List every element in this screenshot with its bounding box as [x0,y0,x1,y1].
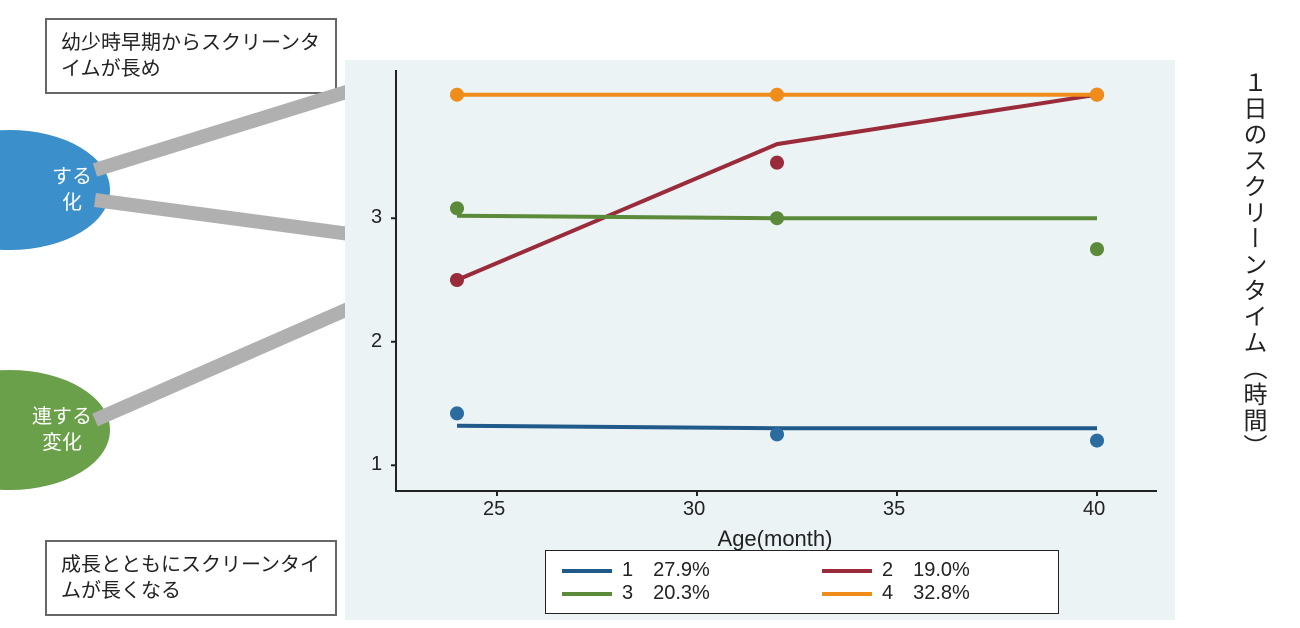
legend-swatch-3 [562,592,612,596]
callout-top-box: 幼少時早期からスクリーンタイムが長め [45,18,337,94]
x-tick-label: 40 [1083,498,1105,521]
callout-bottom-box: 成長とともにスクリーンタイムが長くなる [45,540,337,616]
arrow [95,295,380,420]
series-marker-2 [450,273,464,287]
series-marker-1 [450,406,464,420]
y-tick-label: 2 [371,330,382,353]
chart-svg [397,70,1157,490]
plot-area [395,70,1157,492]
legend-swatch-2 [822,569,872,573]
legend-item-2: 2 19.0% [822,559,1042,582]
series-marker-3 [1090,242,1104,256]
series-marker-3 [770,211,784,225]
series-marker-1 [1090,434,1104,448]
x-tick-label: 35 [883,498,905,521]
legend-label-4: 4 32.8% [882,582,970,605]
legend-swatch-4 [822,592,872,596]
y-tick-label: 1 [371,453,382,476]
x-axis-label: Age(month) [395,526,1155,552]
legend: 1 27.9% 2 19.0% 3 20.3% 4 32.8% [545,550,1059,614]
blue-bubble: する 化 [0,130,110,250]
series-marker-4 [450,88,464,102]
series-marker-1 [770,427,784,441]
series-marker-4 [770,88,784,102]
legend-item-1: 1 27.9% [562,559,782,582]
side-y-label: １日のスクリーンタイム（時間） [1235,70,1270,550]
legend-item-4: 4 32.8% [822,582,1042,605]
legend-item-3: 3 20.3% [562,582,782,605]
x-tick-label: 25 [483,498,505,521]
y-tick-label: 3 [371,206,382,229]
series-marker-4 [1090,88,1104,102]
series-line-2 [457,95,1097,280]
legend-label-1: 1 27.9% [622,559,710,582]
legend-swatch-1 [562,569,612,573]
series-marker-3 [450,201,464,215]
green-bubble-label: 連する 変化 [32,404,92,456]
arrow [95,200,380,238]
x-tick-label: 30 [683,498,705,521]
root: 幼少時早期からスクリーンタイムが長め 成長とともにスクリーンタイムが長くなる す… [0,0,1300,628]
legend-label-3: 3 20.3% [622,582,710,605]
legend-label-2: 2 19.0% [882,559,970,582]
blue-bubble-label: する 化 [52,164,92,216]
green-bubble: 連する 変化 [0,370,110,490]
chart-container: 25 30 35 40 1 2 3 Age(month) [345,60,1175,620]
series-marker-2 [770,156,784,170]
